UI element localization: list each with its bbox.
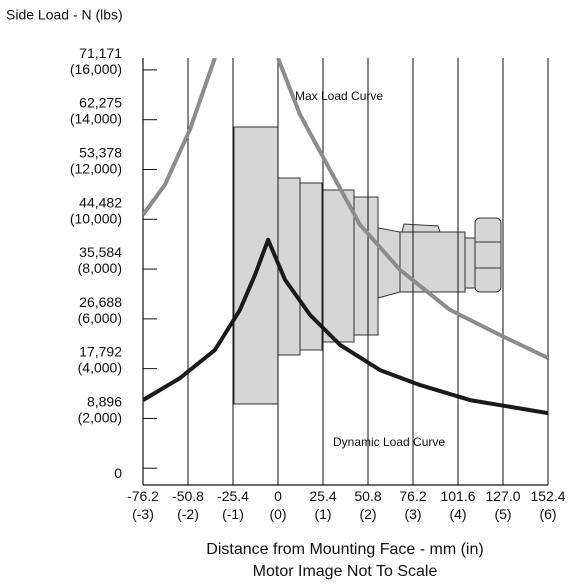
- x-tick-label: 76.2 (3): [399, 488, 426, 522]
- x-tick-label: 101.6 (4): [440, 488, 475, 522]
- x-tick-label-line: -76.2: [127, 488, 159, 504]
- x-tick-label-line: 152.4: [530, 488, 565, 504]
- y-tick-label-line: 35,584: [79, 244, 122, 260]
- x-tick-label: 50.8 (2): [354, 488, 381, 522]
- motor-flange: [233, 126, 279, 405]
- x-tick-label-line: 101.6: [440, 488, 475, 504]
- motor-taper: [377, 227, 401, 299]
- line-series: [143, 58, 548, 360]
- annotation: Dynamic Load Curve: [333, 435, 445, 449]
- x-tick-label: -76.2 (-3): [127, 488, 159, 522]
- y-tick-label-line: 17,792: [79, 343, 122, 359]
- x-tick-label-line: -25.4: [217, 488, 249, 504]
- x-tick-label-line: 0: [274, 488, 282, 504]
- x-axis-label: Motor Image Not To Scale: [253, 563, 438, 580]
- y-tick-label-line: (2,000): [78, 409, 122, 425]
- y-tick-label-line: 53,378: [79, 144, 122, 160]
- y-tick-label: 44,482 (10,000): [70, 194, 122, 226]
- chart-title: Side Load - N (lbs): [6, 7, 123, 23]
- y-tick-label-line: 62,275: [79, 94, 122, 110]
- motor-body: [321, 189, 355, 343]
- y-tick-label-line: (10,000): [70, 210, 122, 226]
- x-tick-label-line: (5): [494, 506, 511, 522]
- y-tick-label-line: (12,000): [70, 160, 122, 176]
- line-series: [143, 237, 548, 416]
- y-tick-label: 17,792 (4,000): [78, 343, 123, 375]
- x-tick-label-line: (4): [449, 506, 466, 522]
- y-tick-label-line: 71,171: [79, 45, 122, 61]
- y-tick-label-line: (6,000): [78, 310, 122, 326]
- x-tick-label-line: -50.8: [172, 488, 204, 504]
- motor-nut: [474, 217, 502, 293]
- x-tick-label: 152.4 (6): [530, 488, 565, 522]
- x-tick-label-line: (-2): [177, 506, 199, 522]
- y-tick-label: 8,896 (2,000): [78, 393, 123, 425]
- y-tick-label: 62,275 (14,000): [70, 94, 122, 126]
- x-tick-label-line: (-1): [222, 506, 244, 522]
- x-tick-label: -50.8 (-2): [172, 488, 204, 522]
- motor-shaft: [399, 231, 466, 293]
- x-axis-label: Distance from Mounting Face - mm (in): [206, 541, 483, 558]
- y-tick-label: 71,171 (16,000): [70, 45, 122, 77]
- x-tick-label: 127.0 (5): [485, 488, 520, 522]
- motor-shaft: [464, 237, 476, 289]
- y-tick-label: 0: [114, 465, 122, 481]
- y-tick-label-line: (8,000): [78, 260, 122, 276]
- x-tick-label-line: 127.0: [485, 488, 520, 504]
- y-tick-label-line: 44,482: [79, 194, 122, 210]
- x-tick-label-line: (2): [359, 506, 376, 522]
- x-tick-label-line: 25.4: [309, 488, 336, 504]
- y-tick-label: 26,688 (6,000): [78, 294, 123, 326]
- x-tick-label-line: (0): [269, 506, 286, 522]
- x-tick-label-line: 50.8: [354, 488, 381, 504]
- y-tick-label-line: 26,688: [79, 294, 122, 310]
- y-tick-label-line: (14,000): [70, 110, 122, 126]
- x-tick-label: 25.4 (1): [309, 488, 336, 522]
- y-tick-label-line: (4,000): [78, 359, 122, 375]
- motor-key: [401, 223, 441, 233]
- y-tick-label-line: 8,896: [87, 393, 122, 409]
- x-tick-label-line: 76.2: [399, 488, 426, 504]
- x-tick-label-line: (-3): [132, 506, 154, 522]
- y-tick-label: 53,378 (12,000): [70, 144, 122, 176]
- x-tick-label-line: (3): [404, 506, 421, 522]
- y-tick-label-line: (16,000): [70, 61, 122, 77]
- x-tick-label: 0 (0): [269, 488, 286, 522]
- annotation: Max Load Curve: [295, 89, 383, 103]
- y-tick-label: 35,584 (8,000): [78, 244, 123, 276]
- x-tick-label-line: (6): [539, 506, 556, 522]
- motor-image: [233, 126, 502, 405]
- x-tick-label: -25.4 (-1): [217, 488, 249, 522]
- x-tick-label-line: (1): [314, 506, 331, 522]
